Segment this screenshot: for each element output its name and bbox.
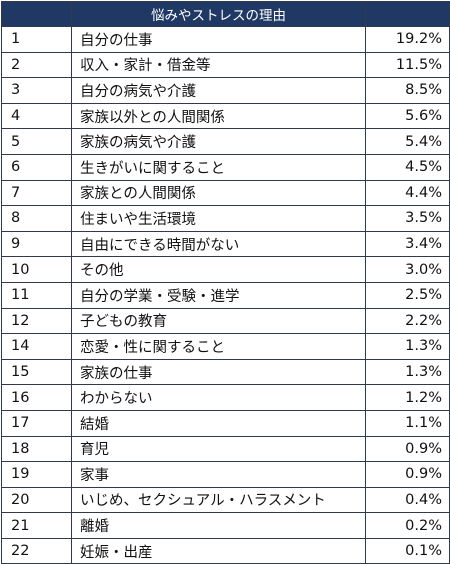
rank-cell: 10 bbox=[1, 256, 72, 283]
percent-cell: 0.1% bbox=[365, 537, 450, 564]
percent-cell: 4.5% bbox=[365, 153, 450, 181]
percent-cell: 2.5% bbox=[365, 281, 450, 309]
reason-cell: 生きがいに関すること bbox=[71, 153, 366, 181]
table-row: 19 家事 0.9% bbox=[1, 461, 450, 488]
table-row: 21 離婚 0.2% bbox=[1, 512, 450, 539]
rank-cell: 17 bbox=[1, 409, 72, 437]
percent-cell: 2.2% bbox=[365, 307, 450, 335]
reason-cell: 自分の仕事 bbox=[71, 26, 366, 53]
reason-cell: 妊娠・出産 bbox=[71, 537, 366, 564]
table-row: 12 子どもの教育 2.2% bbox=[1, 307, 450, 335]
table-row: 22 妊娠・出産 0.1% bbox=[1, 537, 450, 564]
rank-cell: 12 bbox=[1, 307, 72, 335]
percent-cell: 5.6% bbox=[365, 102, 450, 130]
rank-cell: 19 bbox=[1, 461, 72, 488]
rank-cell: 22 bbox=[1, 537, 72, 564]
percent-cell: 11.5% bbox=[365, 51, 450, 79]
reason-cell: 住まいや生活環境 bbox=[71, 205, 366, 232]
rank-cell: 6 bbox=[1, 153, 72, 181]
table-row: 7 家族との人間関係 4.4% bbox=[1, 179, 450, 207]
reason-cell: その他 bbox=[71, 256, 366, 283]
rank-cell: 7 bbox=[1, 179, 72, 207]
table-row: 6 生きがいに関すること 4.5% bbox=[1, 153, 450, 181]
table-row: 1 自分の仕事 19.2% bbox=[1, 26, 450, 53]
reason-cell: 家事 bbox=[71, 461, 366, 488]
reason-cell: 離婚 bbox=[71, 512, 366, 539]
reason-cell: 収入・家計・借金等 bbox=[71, 51, 366, 79]
table-row: 5 家族の病気や介護 5.4% bbox=[1, 128, 450, 155]
table-row: 8 住まいや生活環境 3.5% bbox=[1, 205, 450, 232]
reason-cell: 子どもの教育 bbox=[71, 307, 366, 335]
percent-cell: 3.0% bbox=[365, 256, 450, 283]
reason-cell: 自分の学業・受験・進学 bbox=[71, 281, 366, 309]
rank-cell: 9 bbox=[1, 230, 72, 258]
header-rank-cell bbox=[1, 1, 72, 27]
percent-cell: 3.4% bbox=[365, 230, 450, 258]
table-row: 14 恋愛・性に関すること 1.3% bbox=[1, 333, 450, 360]
percent-cell: 1.3% bbox=[365, 333, 450, 360]
reason-cell: 家族との人間関係 bbox=[71, 179, 366, 207]
rank-cell: 16 bbox=[1, 384, 72, 411]
percent-cell: 0.9% bbox=[365, 435, 450, 463]
reason-cell: 結婚 bbox=[71, 409, 366, 437]
table-row: 17 結婚 1.1% bbox=[1, 409, 450, 437]
rank-cell: 14 bbox=[1, 333, 72, 360]
rank-cell: 1 bbox=[1, 26, 72, 53]
table-row: 18 育児 0.9% bbox=[1, 435, 450, 463]
reason-cell: 家族以外との人間関係 bbox=[71, 102, 366, 130]
percent-cell: 19.2% bbox=[365, 26, 450, 53]
table-row: 11 自分の学業・受験・進学 2.5% bbox=[1, 281, 450, 309]
rank-cell: 4 bbox=[1, 102, 72, 130]
rank-cell: 18 bbox=[1, 435, 72, 463]
percent-cell: 0.2% bbox=[365, 512, 450, 539]
percent-cell: 5.4% bbox=[365, 128, 450, 155]
table-row: 16 わからない 1.2% bbox=[1, 384, 450, 411]
table-row: 9 自由にできる時間がない 3.4% bbox=[1, 230, 450, 258]
rank-cell: 3 bbox=[1, 77, 72, 104]
table-row: 15 家族の仕事 1.3% bbox=[1, 358, 450, 386]
rank-cell: 8 bbox=[1, 205, 72, 232]
rank-cell: 2 bbox=[1, 51, 72, 79]
percent-cell: 1.1% bbox=[365, 409, 450, 437]
rank-cell: 21 bbox=[1, 512, 72, 539]
reason-cell: わからない bbox=[71, 384, 366, 411]
reason-cell: 自由にできる時間がない bbox=[71, 230, 366, 258]
percent-cell: 1.3% bbox=[365, 358, 450, 386]
reason-cell: 家族の病気や介護 bbox=[71, 128, 366, 155]
rank-cell: 5 bbox=[1, 128, 72, 155]
percent-cell: 8.5% bbox=[365, 77, 450, 104]
rank-cell: 11 bbox=[1, 281, 72, 309]
table-row: 3 自分の病気や介護 8.5% bbox=[1, 77, 450, 104]
table-row: 4 家族以外との人間関係 5.6% bbox=[1, 102, 450, 130]
reason-cell: いじめ、セクシュアル・ハラスメント bbox=[71, 486, 366, 514]
percent-cell: 1.2% bbox=[365, 384, 450, 411]
table-row: 10 その他 3.0% bbox=[1, 256, 450, 283]
percent-cell: 4.4% bbox=[365, 179, 450, 207]
reason-cell: 育児 bbox=[71, 435, 366, 463]
percent-cell: 3.5% bbox=[365, 205, 450, 232]
reason-cell: 家族の仕事 bbox=[71, 358, 366, 386]
reason-cell: 自分の病気や介護 bbox=[71, 77, 366, 104]
header-percent-cell bbox=[365, 1, 450, 27]
header-reason-cell: 悩みやストレスの理由 bbox=[71, 1, 366, 27]
rank-cell: 15 bbox=[1, 358, 72, 386]
rank-cell: 20 bbox=[1, 486, 72, 514]
percent-cell: 0.9% bbox=[365, 461, 450, 488]
table-header-row: 悩みやストレスの理由 bbox=[1, 1, 450, 27]
table-row: 2 収入・家計・借金等 11.5% bbox=[1, 51, 450, 79]
percent-cell: 0.4% bbox=[365, 486, 450, 514]
table-row: 20 いじめ、セクシュアル・ハラスメント 0.4% bbox=[1, 486, 450, 514]
reason-cell: 恋愛・性に関すること bbox=[71, 333, 366, 360]
